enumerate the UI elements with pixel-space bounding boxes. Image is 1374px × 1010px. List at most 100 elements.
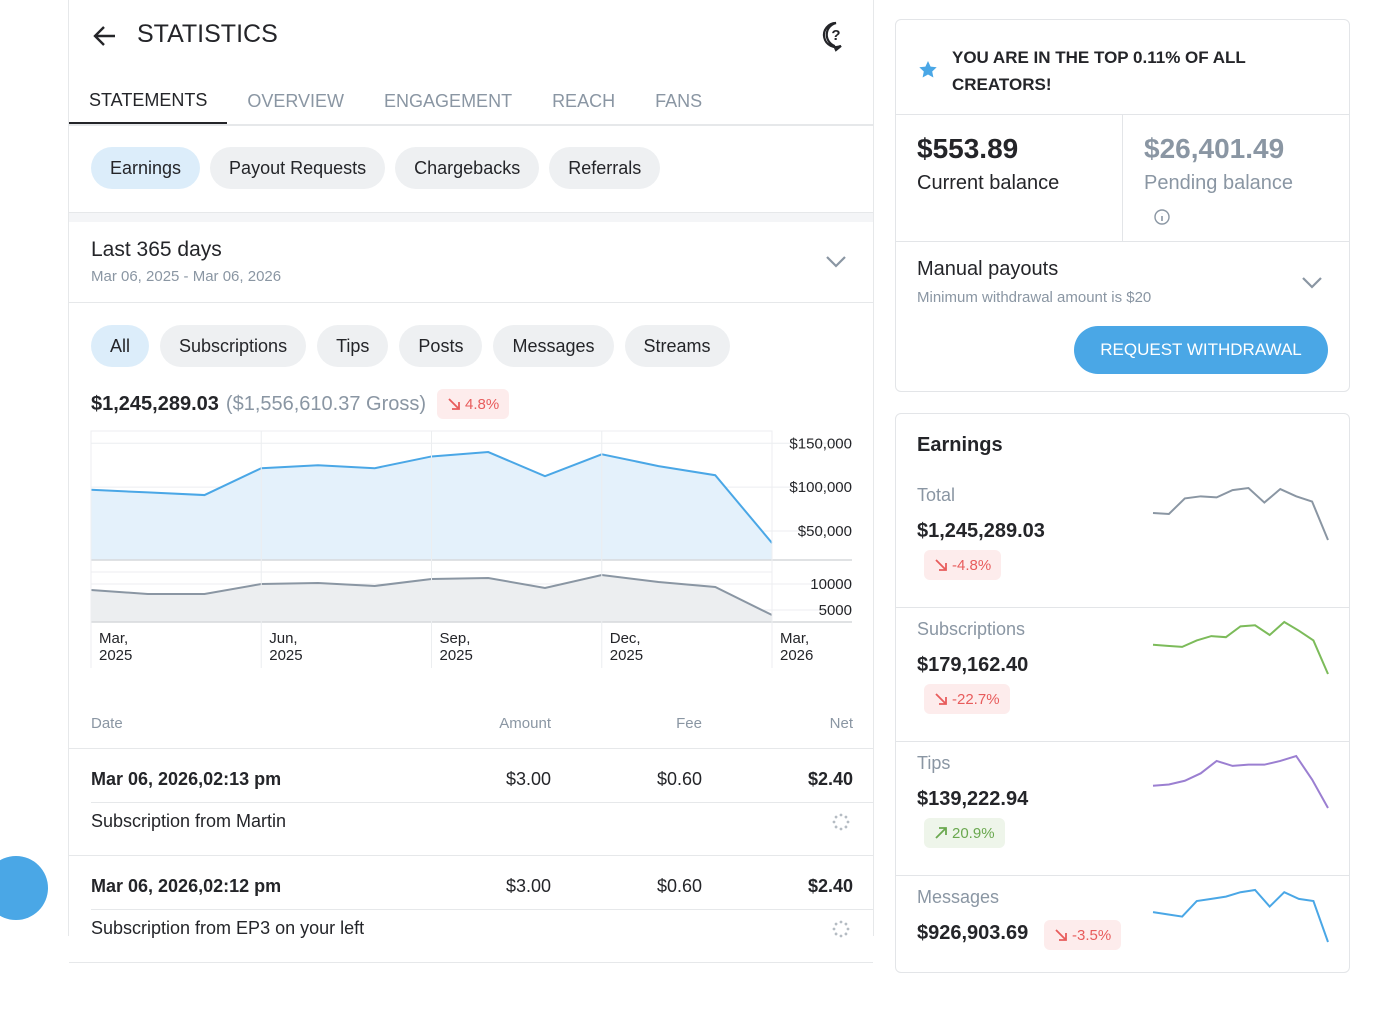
earnings-item[interactable]: Subscriptions $179,162.40 -22.7%	[896, 608, 1349, 742]
sparkline	[1152, 486, 1329, 541]
spinner-dot	[844, 932, 848, 936]
item-name: Total	[917, 485, 956, 505]
arrow-shape	[448, 398, 460, 410]
earnings-item[interactable]: Messages $926,903.69 -3.5%	[896, 876, 1349, 1010]
earnings-item[interactable]: Total $1,245,289.03 -4.8%	[896, 474, 1349, 608]
arrow-shape	[935, 559, 947, 571]
change-value: -4.8%	[952, 556, 992, 574]
info-icon[interactable]	[1153, 208, 1171, 226]
source-chip[interactable]: Tips	[317, 325, 389, 367]
statement-type-chip[interactable]: Referrals	[549, 147, 661, 189]
x-tick-label: Dec, 2025	[609, 630, 644, 664]
pending-balance: $26,401.49	[1144, 133, 1285, 164]
status-icon	[832, 920, 850, 938]
source-chip[interactable]: Messages	[493, 325, 614, 367]
source-chip[interactable]: Posts	[399, 325, 483, 367]
change-value: -3.5%	[1072, 926, 1112, 944]
floating-button[interactable]	[0, 856, 48, 920]
item-name: Tips	[917, 753, 951, 773]
tab[interactable]: OVERVIEW	[247, 90, 345, 111]
arrow-shape	[935, 827, 947, 839]
sparkline	[1152, 754, 1329, 809]
source-chip[interactable]: Streams	[624, 325, 730, 367]
sparkline-line	[1152, 754, 1329, 809]
balance-card: YOU ARE IN THE TOP 0.11% OF ALL CREATORS…	[895, 19, 1350, 392]
table-row: Mar 06, 2026,02:13 pm $3.00 $0.60 $2.40 Subs…	[69, 749, 873, 856]
payouts-dropdown[interactable]	[1301, 276, 1323, 290]
cell-net: $2.40	[807, 769, 853, 789]
statement-type-chip[interactable]: Chargebacks	[395, 147, 540, 189]
spinner-dot	[834, 815, 838, 819]
spinner-dot	[846, 927, 850, 931]
cell-description: Subscription from Martin	[91, 811, 287, 831]
spinner-dot	[832, 820, 836, 824]
row-divider	[91, 802, 873, 803]
divider	[1122, 115, 1123, 242]
spinner-dot	[844, 815, 848, 819]
item-amount: $179,162.40	[917, 654, 1029, 676]
tab[interactable]: STATEMENTS	[69, 78, 228, 124]
statement-types: Earnings Payout Requests Chargebacks Referr…	[91, 147, 661, 189]
trend-arrow	[448, 398, 460, 410]
spinner-dot	[839, 813, 843, 817]
item-name: Subscriptions	[917, 619, 1026, 639]
body: STATISTICS ? STATEMENTS OVERVIEW ENGAGEMEN…	[0, 0, 1350, 973]
cell-fee: $0.60	[656, 769, 702, 789]
current-balance: $553.89	[917, 133, 1019, 164]
tab[interactable]: ENGAGEMENT	[384, 90, 513, 111]
transactions-table: Date Amount Fee Net Mar 06, 2026,02:13 pm $3.…	[69, 700, 873, 963]
statistics-panel: STATISTICS ? STATEMENTS OVERVIEW ENGAGEMEN…	[68, 0, 874, 963]
period-title[interactable]: Last 365 days	[91, 238, 222, 261]
statement-type-chip[interactable]: Payout Requests	[210, 147, 386, 189]
change-badge: -22.7%	[924, 684, 1010, 714]
item-name: Messages	[917, 887, 1000, 907]
summary: $1,245,289.03 ($1,556,610.37 Gross) 4.8%	[91, 389, 510, 419]
earnings-item[interactable]: Tips $139,222.94 20.9%	[896, 742, 1349, 876]
x-axis-labels: Mar, 2025 Jun, 2025 Sep, 2025 Dec, 2025 Mar,…	[69, 630, 873, 670]
row-divider	[91, 909, 873, 910]
item-amount: $139,222.94	[917, 788, 1029, 810]
x-tick-label: Mar, 2025	[99, 630, 133, 664]
x-tick-label: Mar, 2026	[780, 630, 814, 664]
page-title: STATISTICS	[137, 20, 278, 48]
spinner-dot	[834, 932, 838, 936]
request-withdrawal-button[interactable]: REQUEST WITHDRAWAL	[1074, 326, 1328, 374]
payouts-note: Minimum withdrawal amount is $20	[917, 289, 1152, 306]
y-tick-label: $150,000	[789, 435, 852, 452]
divider	[69, 212, 873, 222]
gross-total: ($1,556,610.37 Gross)	[225, 392, 427, 415]
change-badge: -4.8%	[924, 550, 1002, 580]
source-chip[interactable]: All	[91, 325, 150, 367]
balances: $553.89 Current balance $26,401.49 Pendi…	[896, 114, 1349, 242]
change-value: -22.7%	[952, 690, 1000, 708]
spinner-dot	[832, 927, 836, 931]
change-badge: -3.5%	[1044, 920, 1122, 950]
spinner-dot	[834, 922, 838, 926]
column-header: Date	[91, 715, 123, 732]
cell-description: Subscription from EP3 on your left	[91, 918, 365, 938]
sparkline-line	[1152, 888, 1329, 943]
pending-balance-label: Pending balance	[1144, 172, 1294, 194]
cell-amount: $3.00	[505, 769, 551, 789]
column-header: Net	[829, 715, 853, 732]
change-badge: 20.9%	[924, 818, 1005, 848]
source-chip[interactable]: Subscriptions	[160, 325, 307, 367]
star-icon	[919, 61, 937, 78]
cell-net: $2.40	[807, 876, 853, 896]
period-dropdown[interactable]	[825, 255, 847, 269]
tab[interactable]: FANS	[655, 90, 703, 111]
statement-type-chip[interactable]: Earnings	[91, 147, 201, 189]
sparkline-line	[1152, 620, 1329, 675]
change-value: 4.8%	[465, 395, 500, 413]
period-range: Mar 06, 2025 - Mar 06, 2026	[91, 268, 282, 285]
trend-arrow	[1055, 929, 1067, 941]
help-button[interactable]: ?	[821, 20, 851, 52]
tab[interactable]: REACH	[552, 90, 616, 111]
back-button[interactable]	[91, 22, 119, 50]
y-tick-label: $50,000	[798, 523, 852, 540]
item-amount: $926,903.69	[917, 922, 1029, 944]
cell-fee: $0.60	[656, 876, 702, 896]
spinner-dot	[844, 922, 848, 926]
top-creator-notice: YOU ARE IN THE TOP 0.11% OF ALL CREATORS…	[952, 48, 1246, 94]
cell-date: Mar 06, 2026,02:12 pm	[91, 876, 282, 896]
